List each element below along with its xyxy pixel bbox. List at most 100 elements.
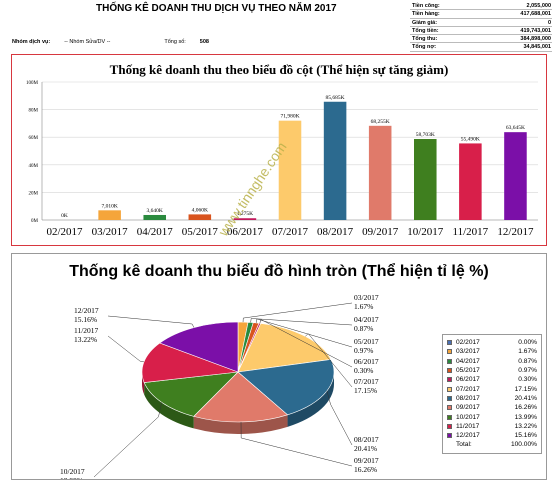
legend-label: 02/2017 xyxy=(456,339,480,347)
summary-row: Tổng nợ: 34,845,001 xyxy=(410,43,552,52)
pie-slice xyxy=(143,371,239,417)
y-tick-label: 80M xyxy=(29,109,39,114)
legend-item: 05/2017 0.97% xyxy=(447,366,537,375)
pie-callout-line xyxy=(255,318,353,348)
legend-total-label: Total: xyxy=(456,441,472,449)
pie-callout-percent: 17.15% xyxy=(354,386,377,395)
pie-callout-line xyxy=(93,402,162,478)
bar xyxy=(368,125,392,220)
summary-value: 2,055,000 xyxy=(526,3,551,9)
summary-row: Tổng tiền: 419,743,001 xyxy=(410,27,552,36)
summary-label: Tổng thu: xyxy=(412,36,438,43)
pie-callout-category: 11/2017 xyxy=(74,326,99,335)
pie-callout-category: 08/2017 xyxy=(354,435,379,444)
bar xyxy=(278,120,302,220)
filter-bar: Nhóm dịch vụ: -- Nhóm Sửa/DV -- Tổng số:… xyxy=(12,39,209,45)
pie-callout-category: 09/2017 xyxy=(354,456,379,465)
pie-slice xyxy=(193,371,289,423)
bar-value-label: 63,645K xyxy=(506,125,525,131)
pie-callout-category: 07/2017 xyxy=(354,377,379,386)
total-count-label: Tổng số: xyxy=(164,39,186,45)
legend-item: 02/2017 0.00% xyxy=(447,338,537,347)
pie-callout-percent: 16.26% xyxy=(354,465,377,474)
x-tick-label: 10/2017 xyxy=(407,226,444,238)
legend-total-value: 100.00% xyxy=(510,441,537,449)
x-tick-label: 05/2017 xyxy=(182,226,219,238)
pie-callout-line xyxy=(107,315,195,328)
bar-chart-title: Thống kê doanh thu theo biểu đồ cột (Thể… xyxy=(110,62,449,77)
bar-value-label: 71,980K xyxy=(280,114,299,120)
summary-value: 384,898,000 xyxy=(520,36,551,43)
bar-chart-panel: Thống kê doanh thu theo biểu đồ cột (Thể… xyxy=(11,54,547,246)
summary-value: 417,688,001 xyxy=(520,11,551,18)
legend-label: 11/2017 xyxy=(456,422,480,430)
bar xyxy=(98,210,121,220)
pie-callout-category: 12/2017 xyxy=(74,306,99,315)
legend-label: 10/2017 xyxy=(456,413,480,421)
pie-callout-category: 03/2017 xyxy=(354,293,379,302)
legend-item: 10/2017 13.99% xyxy=(447,412,537,421)
legend-label: 08/2017 xyxy=(456,394,480,402)
pie-callout-percent: 1.67% xyxy=(354,302,373,311)
summary-label: Tiền công: xyxy=(412,3,440,9)
bar-value-label: 4,060K xyxy=(192,207,208,213)
pie-chart-panel: Thống kê doanh thu biểu đồ hình tròn (Th… xyxy=(11,253,547,480)
bar-value-label: 1,275K xyxy=(237,211,253,217)
legend-label: 09/2017 xyxy=(456,404,480,412)
pie-callout-percent: 13.22% xyxy=(74,335,97,344)
summary-row: Tổng thu: 384,898,000 xyxy=(410,35,552,44)
bar-value-label: 68,255K xyxy=(371,119,390,125)
report-title: THỐNG KÊ DOANH THU DỊCH VỤ THEO NĂM 2017 xyxy=(96,3,337,14)
pie-callout-percent: 13.99% xyxy=(60,476,83,479)
pie-callout-line xyxy=(240,421,353,467)
bar xyxy=(414,138,437,220)
bar xyxy=(233,218,257,220)
x-tick-label: 02/2017 xyxy=(47,226,84,238)
legend-label: 05/2017 xyxy=(456,367,480,375)
summary-row: Giảm giá: 0 xyxy=(410,19,552,27)
service-group-select[interactable]: -- Nhóm Sửa/DV -- xyxy=(64,39,111,45)
bar xyxy=(188,214,212,220)
pie-callout-percent: 15.16% xyxy=(74,315,97,324)
legend-percent: 17.15% xyxy=(514,385,537,393)
y-tick-label: 0M xyxy=(31,219,39,224)
legend-label: 07/2017 xyxy=(456,385,480,393)
bar-value-label: 3,640K xyxy=(147,208,163,214)
y-tick-label: 60M xyxy=(29,136,39,141)
pie-slice-side xyxy=(193,414,288,434)
bar-chart: Thống kê doanh thu theo biểu đồ cột (Thể… xyxy=(26,62,538,238)
summary-table: Tiền công: 2,055,000 Tiền hàng: 417,688,00… xyxy=(410,2,552,52)
legend-swatch xyxy=(447,368,452,374)
legend-percent: 0.00% xyxy=(518,339,537,347)
legend-swatch xyxy=(447,340,452,346)
pie-slice xyxy=(141,342,239,383)
bar-value-label: 85,685K xyxy=(326,95,345,101)
summary-label: Tiền hàng: xyxy=(412,11,440,18)
summary-row: Tiền công: 2,055,000 xyxy=(410,2,552,11)
summary-label: Giảm giá: xyxy=(412,19,438,26)
legend-label: 06/2017 xyxy=(456,376,480,384)
legend-swatch xyxy=(447,433,452,439)
legend-label: 12/2017 xyxy=(456,432,480,440)
pie-callout-percent: 20.41% xyxy=(354,444,377,453)
legend-percent: 13.22% xyxy=(514,422,537,430)
pie-callout-line xyxy=(326,390,353,446)
legend-item: 09/2017 16.26% xyxy=(447,403,537,412)
summary-value: 419,743,001 xyxy=(520,27,551,34)
legend-swatch xyxy=(447,349,452,355)
pie-callout-category: 06/2017 xyxy=(354,357,379,366)
y-tick-label: 40M xyxy=(29,164,39,169)
legend-item: 08/2017 20.41% xyxy=(447,394,537,403)
x-tick-label: 03/2017 xyxy=(92,226,129,238)
pie-callout-category: 10/2017 xyxy=(60,467,85,476)
legend-item: 04/2017 0.87% xyxy=(447,357,537,366)
bar-value-label: 58,703K xyxy=(416,132,435,138)
x-tick-label: 09/2017 xyxy=(362,226,399,238)
legend-swatch xyxy=(447,395,452,401)
pie-callout-category: 05/2017 xyxy=(354,337,379,346)
legend-percent: 0.30% xyxy=(518,376,537,384)
summary-value: 0 xyxy=(547,19,551,26)
bar xyxy=(504,132,527,220)
summary-label: Tổng tiền: xyxy=(412,27,439,34)
bar-value-label: 7,010K xyxy=(101,203,117,209)
